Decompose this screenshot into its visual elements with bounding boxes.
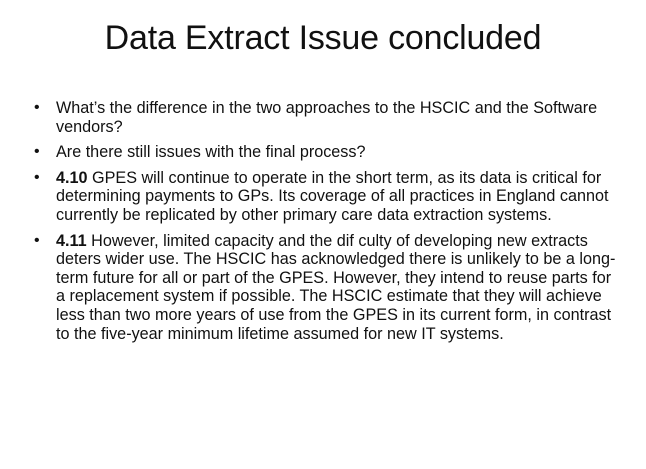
bullet-icon: •	[34, 168, 40, 186]
bullet-item: • 4.10 GPES will continue to operate in …	[34, 169, 624, 225]
bullet-body: Are there still issues with the final pr…	[56, 143, 366, 162]
bullet-icon: •	[34, 231, 40, 249]
bullet-item: • What’s the difference in the two appro…	[34, 99, 624, 136]
paragraph-number: 4.10	[56, 168, 88, 187]
bullet-icon: •	[34, 143, 40, 161]
bullet-text: What’s the difference in the two approac…	[56, 99, 624, 136]
bullet-item: • 4.11 However, limited capacity and the…	[34, 232, 624, 344]
slide-title: Data Extract Issue concluded	[104, 19, 542, 57]
bullet-list: • What’s the difference in the two appro…	[34, 99, 624, 350]
bullet-body: However, limited capacity and the dif cu…	[56, 231, 616, 343]
bullet-text: Are there still issues with the final pr…	[56, 143, 624, 162]
bullet-item: • Are there still issues with the final …	[34, 143, 624, 162]
paragraph-number: 4.11	[56, 231, 87, 250]
bullet-text: 4.10 GPES will continue to operate in th…	[56, 169, 624, 225]
bullet-body: What’s the difference in the two approac…	[56, 99, 598, 136]
bullet-text: 4.11 However, limited capacity and the d…	[56, 232, 624, 344]
bullet-body: GPES will continue to operate in the sho…	[56, 168, 609, 224]
bullet-icon: •	[34, 99, 40, 116]
